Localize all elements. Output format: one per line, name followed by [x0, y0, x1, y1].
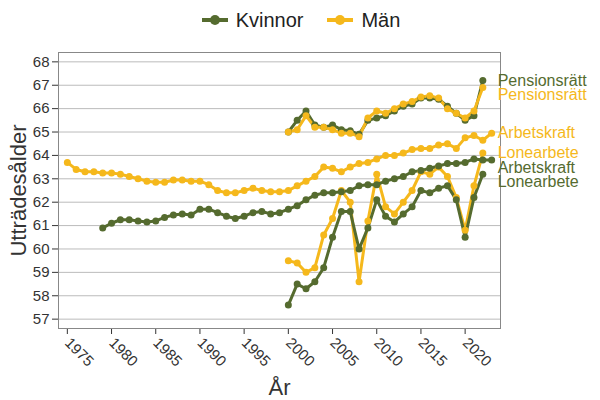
svg-text:61: 61	[33, 216, 50, 233]
svg-text:Arbetskraft: Arbetskraft	[498, 124, 576, 141]
svg-text:2015: 2015	[415, 334, 451, 370]
svg-text:2020: 2020	[460, 334, 496, 370]
svg-text:1990: 1990	[194, 334, 230, 370]
html-text:Kvinnor: Kvinnor	[235, 8, 304, 31]
svg-text:58: 58	[33, 287, 50, 304]
svg-text:2010: 2010	[371, 334, 407, 370]
svg-text:Pensionsrätt: Pensionsrätt	[497, 71, 587, 89]
svg-text:Pensionsrätt: Pensionsrätt	[498, 86, 587, 103]
svg-text:57: 57	[33, 310, 50, 327]
svg-text:Arbetskraft: Arbetskraft	[497, 158, 575, 176]
svg-text:Utträdesålder: Utträdesålder	[6, 124, 31, 256]
svg-text:66: 66	[33, 99, 50, 116]
svg-text:64: 64	[33, 146, 50, 163]
svg-text:1975: 1975	[62, 334, 98, 370]
svg-text:1985: 1985	[150, 334, 186, 370]
svg-text:Lonearbete: Lonearbete	[497, 144, 579, 162]
svg-text:68: 68	[33, 53, 50, 70]
svg-text:60: 60	[33, 240, 50, 257]
svg-text:1980: 1980	[106, 334, 142, 370]
svg-text:1995: 1995	[239, 334, 275, 370]
svg-text:63: 63	[33, 170, 50, 187]
svg-text:59: 59	[33, 263, 50, 280]
svg-text:67: 67	[33, 76, 50, 93]
html-text:Män: Män	[361, 8, 401, 31]
svg-text:Lonearbete: Lonearbete	[498, 173, 579, 190]
svg-text:62: 62	[33, 193, 50, 210]
svg-text:2005: 2005	[327, 334, 363, 370]
svg-text:65: 65	[33, 123, 50, 140]
svg-text:2000: 2000	[283, 334, 319, 370]
svg-text:År: År	[269, 375, 291, 400]
